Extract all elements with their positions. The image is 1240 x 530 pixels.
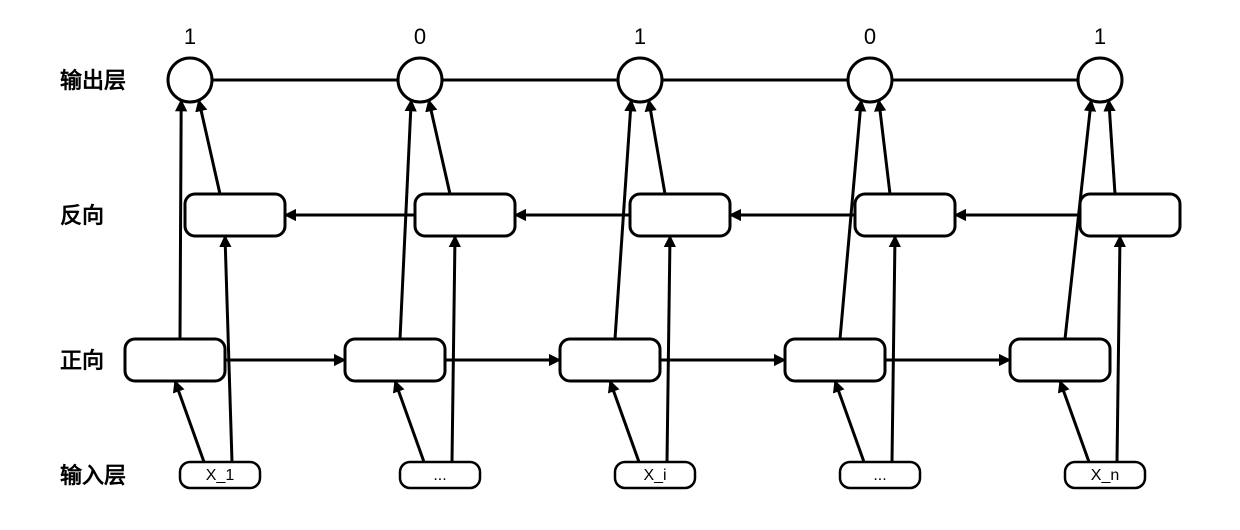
backward-cell: [415, 194, 515, 236]
input-node-label: X_i: [643, 467, 666, 484]
forward-cell: [785, 339, 885, 381]
output-node: [848, 58, 892, 102]
backward-cell: [1080, 194, 1180, 236]
backward-cell: [855, 194, 955, 236]
edge: [1109, 100, 1115, 194]
forward-cell: [560, 339, 660, 381]
input-node-label: X_1: [206, 467, 235, 484]
birnn-diagram: 输出层反向正向输入层 X_1... X_i... X_n 1 0 1 0 1: [0, 0, 1240, 530]
forward-cell: [345, 339, 445, 381]
input-node-label: X_n: [1091, 467, 1119, 484]
output-node: [398, 58, 442, 102]
output-value: 1: [1094, 24, 1106, 49]
backward-cell: [630, 194, 730, 236]
edge: [1060, 381, 1089, 462]
output-value: 1: [634, 24, 646, 49]
layer-label-forward: 正向: [60, 348, 104, 373]
layer-label-output: 输出层: [60, 68, 126, 93]
edge: [452, 236, 455, 462]
edge: [649, 100, 665, 194]
edge: [180, 100, 181, 339]
edge: [667, 236, 670, 462]
forward-cell: [1010, 339, 1110, 381]
output-value: 0: [864, 24, 876, 49]
edge: [1117, 236, 1120, 462]
output-value: 1: [184, 24, 196, 49]
output-node: [1078, 58, 1122, 102]
edge: [395, 381, 424, 462]
output-node: [618, 58, 662, 102]
edge: [835, 381, 864, 462]
edge: [400, 100, 411, 339]
edge: [429, 100, 450, 194]
edge: [879, 100, 890, 194]
output-value: 0: [414, 24, 426, 49]
backward-cell: [185, 194, 285, 236]
layer-label-input: 输入层: [60, 463, 126, 488]
edge: [610, 381, 639, 462]
output-node: [168, 58, 212, 102]
input-node-label: ...: [873, 467, 886, 484]
edge: [892, 236, 895, 462]
edge: [199, 100, 220, 194]
forward-cell: [125, 339, 225, 381]
layer-label-backward: 反向: [60, 203, 104, 228]
input-node-label: ...: [433, 467, 446, 484]
edge: [175, 381, 204, 462]
